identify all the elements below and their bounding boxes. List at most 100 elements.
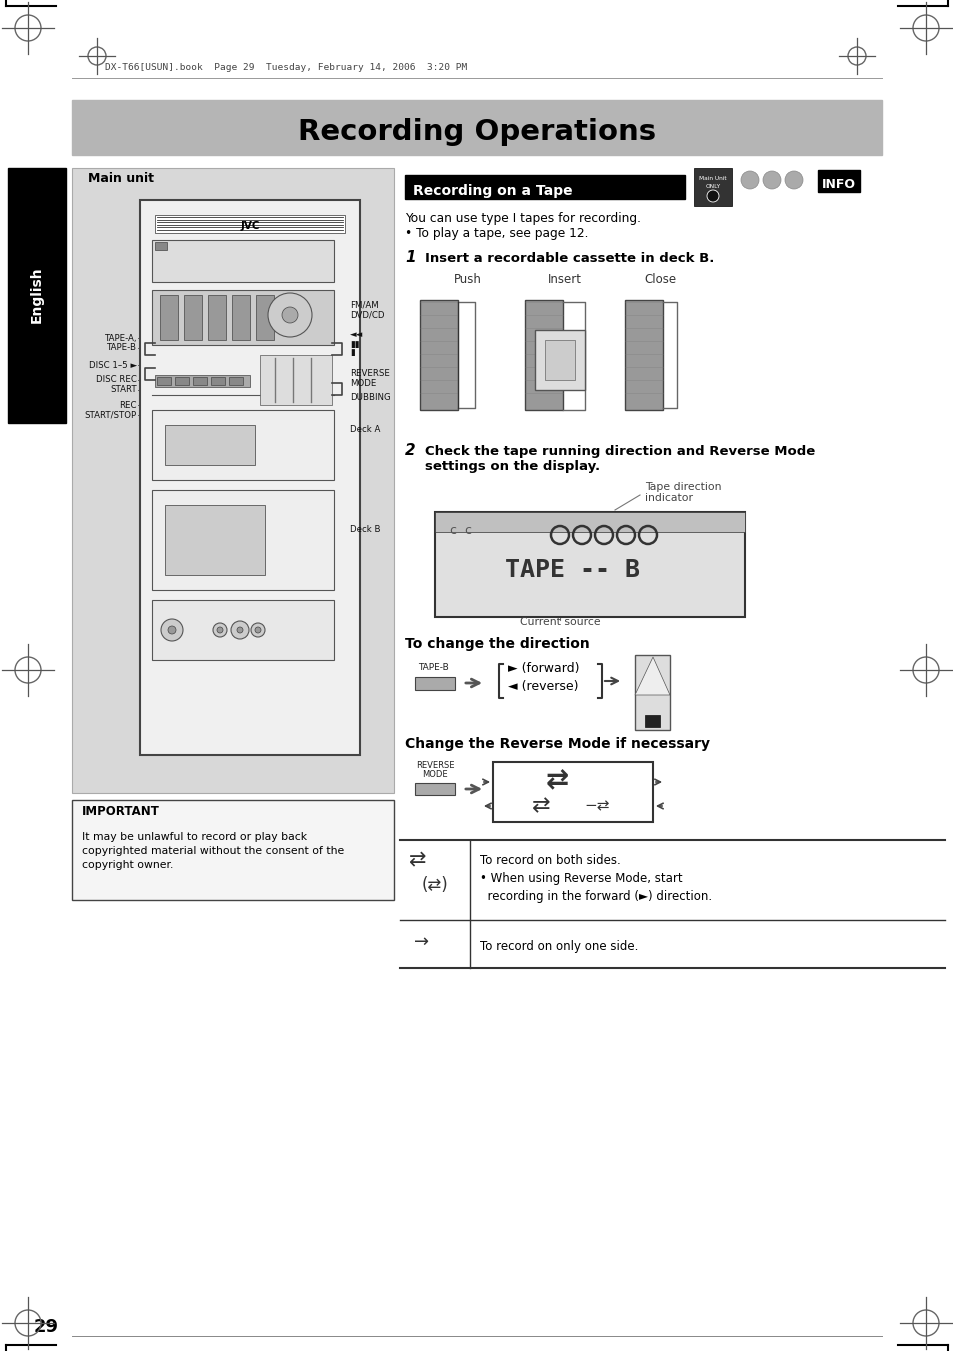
Bar xyxy=(415,784,455,794)
Text: Deck A: Deck A xyxy=(350,426,380,435)
Text: IMPORTANT: IMPORTANT xyxy=(82,805,160,817)
Text: ◄ (reverse): ◄ (reverse) xyxy=(507,680,578,693)
Bar xyxy=(405,176,684,199)
Circle shape xyxy=(762,172,781,189)
Bar xyxy=(160,295,178,340)
Bar xyxy=(624,300,662,409)
Text: REVERSE: REVERSE xyxy=(350,369,390,377)
Bar xyxy=(260,355,332,405)
Circle shape xyxy=(161,619,183,640)
Circle shape xyxy=(216,627,223,634)
Text: TAPE-B: TAPE-B xyxy=(107,343,137,353)
Text: Main unit: Main unit xyxy=(88,172,153,185)
Bar xyxy=(71,100,882,155)
Text: ◄◄: ◄◄ xyxy=(350,331,363,339)
Text: • To play a tape, see page 12.: • To play a tape, see page 12. xyxy=(405,227,588,240)
Circle shape xyxy=(236,627,243,634)
Text: (⇄): (⇄) xyxy=(421,875,448,894)
Bar xyxy=(165,426,254,465)
Text: TAPE-A,: TAPE-A, xyxy=(105,334,137,343)
Bar xyxy=(154,242,167,250)
Bar xyxy=(8,168,66,423)
Bar xyxy=(152,290,334,345)
Text: Current source: Current source xyxy=(519,617,599,627)
Text: To change the direction: To change the direction xyxy=(405,638,589,651)
Text: Push: Push xyxy=(454,273,481,286)
Text: ONLY: ONLY xyxy=(704,185,720,189)
Text: −⇄: −⇄ xyxy=(583,798,609,813)
Text: indicator: indicator xyxy=(644,493,692,503)
Circle shape xyxy=(168,626,175,634)
Bar xyxy=(415,677,455,690)
Bar xyxy=(544,340,575,380)
Text: INFO: INFO xyxy=(821,177,855,190)
Text: ▮▮: ▮▮ xyxy=(350,339,359,349)
Circle shape xyxy=(254,627,261,634)
Text: Change the Reverse Mode if necessary: Change the Reverse Mode if necessary xyxy=(405,738,709,751)
Text: Insert a recordable cassette in deck B.: Insert a recordable cassette in deck B. xyxy=(424,253,714,265)
Text: DVD/CD: DVD/CD xyxy=(350,311,384,319)
Bar xyxy=(419,300,457,409)
Text: Main Unit: Main Unit xyxy=(699,177,726,181)
Bar xyxy=(229,377,243,385)
Bar xyxy=(157,377,171,385)
Bar xyxy=(165,505,265,576)
Bar xyxy=(435,512,744,617)
Bar xyxy=(152,240,334,282)
Text: settings on the display.: settings on the display. xyxy=(424,459,599,473)
Text: Tape direction: Tape direction xyxy=(644,482,720,492)
Bar xyxy=(211,377,225,385)
Bar xyxy=(644,715,659,727)
Bar xyxy=(524,300,562,409)
Text: MODE: MODE xyxy=(422,770,447,780)
Bar xyxy=(152,490,334,590)
Text: Recording on a Tape: Recording on a Tape xyxy=(413,184,572,199)
Text: 29: 29 xyxy=(33,1319,58,1336)
Bar xyxy=(140,200,359,755)
Bar xyxy=(174,377,189,385)
Text: ⇄: ⇄ xyxy=(531,796,550,816)
Text: FM/AM: FM/AM xyxy=(350,300,378,309)
Text: ⇄: ⇄ xyxy=(545,766,568,794)
Text: ► (forward): ► (forward) xyxy=(507,662,578,676)
Circle shape xyxy=(231,621,249,639)
Text: TAPE-B: TAPE-B xyxy=(417,663,448,671)
Text: To record on both sides.
• When using Reverse Mode, start
  recording in the for: To record on both sides. • When using Re… xyxy=(479,854,711,902)
Circle shape xyxy=(706,190,719,203)
Circle shape xyxy=(784,172,802,189)
Text: You can use type I tapes for recording.: You can use type I tapes for recording. xyxy=(405,212,640,226)
Text: DISC 1–5 ►: DISC 1–5 ► xyxy=(89,361,137,370)
Text: →: → xyxy=(414,934,429,951)
Bar xyxy=(71,800,394,900)
Bar xyxy=(255,295,274,340)
Text: Insert: Insert xyxy=(547,273,581,286)
Text: START/STOP: START/STOP xyxy=(85,411,137,420)
Text: c  c: c c xyxy=(450,523,472,536)
Text: DISC REC: DISC REC xyxy=(96,376,137,385)
Bar xyxy=(493,762,652,821)
Text: ▮: ▮ xyxy=(350,347,355,357)
Bar xyxy=(208,295,226,340)
Text: DX-T66[USUN].book  Page 29  Tuesday, February 14, 2006  3:20 PM: DX-T66[USUN].book Page 29 Tuesday, Febru… xyxy=(105,62,467,72)
Bar xyxy=(232,295,250,340)
Text: REVERSE: REVERSE xyxy=(416,761,454,770)
Circle shape xyxy=(282,307,297,323)
Bar xyxy=(693,168,731,205)
Circle shape xyxy=(213,623,227,638)
Bar xyxy=(152,600,334,661)
Text: Check the tape running direction and Reverse Mode: Check the tape running direction and Rev… xyxy=(424,444,815,458)
Text: JVC: JVC xyxy=(240,222,259,231)
Bar xyxy=(435,512,744,532)
Text: START: START xyxy=(111,385,137,394)
Text: 1: 1 xyxy=(405,250,416,265)
Text: English: English xyxy=(30,266,44,323)
Text: REC: REC xyxy=(119,400,137,409)
Bar xyxy=(817,170,859,192)
Text: Recording Operations: Recording Operations xyxy=(297,118,656,146)
Text: DUBBING: DUBBING xyxy=(350,393,391,403)
Circle shape xyxy=(740,172,759,189)
Text: Deck B: Deck B xyxy=(350,526,380,535)
Circle shape xyxy=(268,293,312,336)
Text: Reverse Mode indicator: Reverse Mode indicator xyxy=(433,515,561,526)
Text: To record on only one side.: To record on only one side. xyxy=(479,940,638,952)
